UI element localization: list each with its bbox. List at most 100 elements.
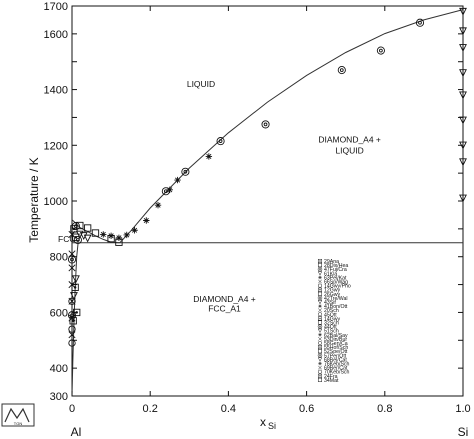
y-tick-label: 1600 [44, 29, 68, 41]
phase-boundary-curves [71, 9, 464, 397]
data-point-shape [166, 186, 173, 194]
data-point-shape [415, 18, 425, 27]
legend-label: 43Sif [324, 300, 336, 306]
legend-marker-shape [318, 336, 322, 341]
legend-label: 42Tre/Wal [324, 296, 348, 302]
data-point-shape [68, 297, 76, 305]
data-point [91, 229, 100, 237]
data-point-shape [459, 91, 467, 100]
legend-marker-shape [318, 333, 322, 337]
y-tick-label: 600 [50, 307, 68, 319]
y-axis-label: Temperature / K [27, 157, 41, 242]
legend-marker [317, 283, 323, 288]
data-point [459, 44, 467, 52]
legend-label: 14Gwy/Pho [324, 284, 351, 290]
phase-label: FCC [58, 234, 75, 244]
legend-marker [317, 324, 323, 329]
data-point-shape [71, 222, 80, 231]
liquidus-curve-si-side [119, 9, 464, 244]
logo-frame [1, 403, 35, 427]
data-point [123, 231, 130, 239]
legend-label: 63Pel/Kat [324, 275, 347, 281]
legend-item: 32Sch [317, 320, 339, 327]
legend-label: 53Din/Bur [324, 337, 347, 343]
legend-marker-shape [317, 283, 323, 288]
legend-marker [318, 279, 322, 284]
legend-label: 58Gen/Ca [324, 341, 348, 347]
data-point [459, 194, 467, 203]
data-point-shape [459, 44, 467, 52]
data-point [166, 186, 173, 194]
legend-item: 70Keb/Sch [317, 369, 349, 376]
y-tick-label: 800 [50, 252, 68, 264]
legend-marker-shape [317, 263, 323, 268]
y-tick-label: 1000 [44, 196, 68, 208]
data-point-shape [143, 217, 150, 224]
x-tick-label: 0.4 [221, 403, 236, 415]
legend-marker [317, 291, 323, 296]
legend-marker-shape [317, 369, 323, 374]
y-tick-label: 1400 [44, 85, 68, 97]
legend-marker-shape [317, 349, 323, 354]
data-point-shape [74, 224, 78, 228]
legend-marker [317, 357, 323, 362]
legend-marker [317, 345, 323, 350]
legend-item: 14Gwy [317, 316, 341, 322]
legend-item: 63Pel/Kat [318, 275, 347, 281]
legend-marker [318, 308, 322, 313]
legend-marker [317, 258, 323, 264]
legend-label: 68Bel/Cat [324, 357, 347, 363]
data-point-shape [76, 238, 80, 242]
legend-marker-shape [318, 296, 322, 299]
x-tick-label: 0.2 [143, 403, 158, 415]
legend-label: 44Ott [324, 325, 337, 331]
data-point [459, 91, 467, 100]
legend-item: 34Mat [317, 377, 339, 384]
legend-marker-shape [318, 325, 322, 328]
data-point-shape [183, 169, 188, 174]
legend-marker-shape [319, 317, 321, 320]
legend-item: 69Ber/Cat [318, 366, 348, 372]
legend-item: 47Fuj/Cra [317, 266, 347, 273]
legend-marker-shape [317, 340, 323, 346]
data-point-shape [379, 48, 383, 53]
data-point [107, 232, 115, 240]
data-point [115, 234, 123, 241]
plot-frame [71, 5, 464, 397]
legend-marker-shape [318, 361, 322, 366]
x-tick-label: 0.8 [377, 403, 392, 415]
legend-item: 62Bal/Say [318, 333, 348, 339]
data-point [174, 176, 181, 184]
data-point [67, 255, 77, 264]
legend-marker [317, 340, 323, 346]
data-markers [67, 7, 467, 347]
legend-label: 29Ana [324, 259, 339, 265]
data-point [83, 224, 92, 232]
legend-marker-shape [317, 316, 323, 321]
legend-item: 44Ott [317, 324, 337, 331]
legend-marker [317, 349, 323, 354]
phase-label: LIQUID [187, 79, 215, 89]
y-tick-label: 400 [50, 363, 68, 375]
y-tick-label: 300 [50, 391, 68, 403]
phase-label: DIAMOND_A4 + [193, 294, 256, 304]
legend-marker-shape [317, 258, 323, 264]
data-point [83, 234, 92, 243]
legend-marker-shape [318, 365, 322, 370]
data-point-shape [68, 314, 76, 322]
legend-item: 66Sp/Wag [318, 280, 348, 286]
legend-label: 32Sch [324, 321, 339, 327]
legend-item: 28Dix/Hea [317, 263, 348, 269]
legend-item: 58Gen/Ca [317, 340, 348, 347]
legend-marker-shape [318, 275, 322, 280]
data-point-shape [67, 255, 77, 264]
legend-item: 43Sif [317, 299, 336, 306]
legend-marker [318, 365, 322, 370]
legend-marker-shape [319, 375, 321, 377]
legend-marker [317, 373, 323, 378]
legend-marker [317, 263, 323, 268]
legend-marker-shape [317, 328, 323, 334]
data-point-shape [73, 235, 82, 245]
